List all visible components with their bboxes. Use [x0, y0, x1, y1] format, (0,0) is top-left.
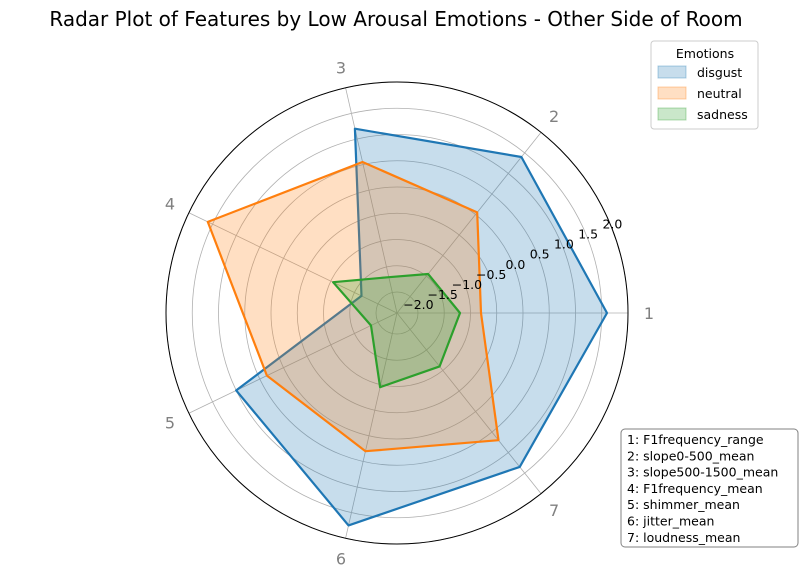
radial-tick-labels: −2.0−1.5−1.0−0.50.0 0.5 1.0 1.5 2.0 — [403, 217, 622, 312]
legend-label-disgust: disgust — [697, 65, 742, 80]
legend-title: Emotions — [676, 46, 734, 61]
radial-tick-6: 1.0 — [554, 237, 574, 252]
axis-label-3: 3 — [336, 58, 346, 77]
radial-tick-7: 1.5 — [578, 227, 598, 242]
legend-swatch-neutral — [657, 86, 687, 100]
spoke-3 — [345, 87, 398, 314]
feature-key-item-3: 3: slope500-1500_mean — [627, 465, 778, 480]
axis-label-4: 4 — [165, 195, 175, 214]
radar-series-layer — [206, 127, 609, 527]
radial-tick-3: −0.5 — [476, 267, 506, 282]
axis-label-6: 6 — [336, 550, 346, 569]
radial-tick-1: −1.5 — [427, 287, 457, 302]
feature-key-item-2: 2: slope0-500_mean — [627, 448, 754, 463]
legend-label-neutral: neutral — [697, 86, 742, 101]
series-area-disgust — [236, 128, 607, 526]
feature-key-frame — [620, 428, 799, 548]
feature-key-item-6: 6: jitter_mean — [627, 514, 714, 529]
spoke-6 — [345, 312, 398, 539]
legend-items: disgust neutral sadness — [657, 65, 748, 122]
radial-tick-0: −2.0 — [403, 297, 433, 312]
series-line-neutral — [206, 160, 500, 453]
axis-label-1: 1 — [644, 304, 654, 323]
feature-key-item-4: 4: F1frequency_mean — [627, 481, 763, 496]
legend-frame — [650, 40, 759, 130]
spoke-7 — [396, 312, 542, 494]
spoke-2 — [396, 132, 542, 314]
outer-frame — [165, 81, 629, 545]
series-line-sadness — [332, 272, 462, 389]
legend-swatch-disgust — [657, 65, 687, 79]
chart-title: Radar Plot of Features by Low Arousal Em… — [49, 7, 742, 31]
legend-swatch-sadness — [657, 107, 687, 121]
axis-label-5: 5 — [165, 413, 175, 432]
radial-tick-5: 0.5 — [530, 247, 550, 262]
feature-key-item-7: 7: loudness_mean — [627, 530, 740, 545]
feature-key-item-5: 5: shimmer_mean — [627, 497, 740, 512]
legend-label-sadness: sadness — [697, 107, 748, 122]
feature-key-item-1: 1: F1frequency_range — [627, 432, 764, 447]
radial-tick-8: 2.0 — [602, 217, 622, 232]
legend: Emotions disgust neutral sadness — [650, 40, 759, 130]
axis-labels: 1 2 3 4 5 6 7 — [165, 58, 654, 568]
axis-label-2: 2 — [549, 107, 559, 126]
radial-tick-4: 0.0 — [505, 257, 525, 272]
spoke-5 — [188, 312, 398, 414]
series-line-disgust — [235, 127, 609, 527]
radial-tick-2: −1.0 — [452, 277, 482, 292]
axis-label-7: 7 — [549, 501, 559, 520]
series-area-sadness — [333, 274, 460, 388]
radar-grid — [165, 81, 629, 545]
